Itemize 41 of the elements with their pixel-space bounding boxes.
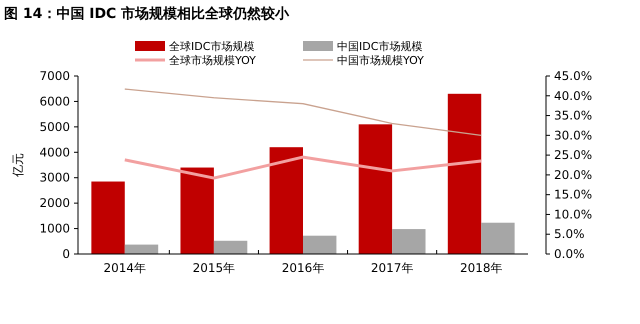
bar (392, 229, 426, 254)
bar (358, 124, 392, 254)
y-tick-label: 7000 (39, 69, 70, 83)
x-tick-label: 2017年 (370, 261, 414, 275)
y-tick-label: 1000 (39, 222, 70, 236)
x-tick-label: 2015年 (192, 261, 236, 275)
y-tick-label: 3000 (39, 170, 70, 185)
bar (180, 168, 214, 254)
y-tick-label: 5000 (39, 120, 70, 134)
x-tick-label: 2016年 (282, 261, 324, 275)
x-tick-label: 2014年 (104, 261, 146, 275)
y-tick-label: 2000 (39, 196, 70, 210)
y2-tick-label: 5.0% (554, 227, 584, 242)
y2-tick-label: 35.0% (554, 108, 592, 123)
legend-label: 全球市场规模YOY (169, 54, 256, 67)
y2-tick-label: 15.0% (554, 188, 592, 202)
chart-title: 图 14：中国 IDC 市场规模相比全球仍然较小 (4, 5, 290, 22)
bar (124, 244, 158, 254)
y-tick-label: 4000 (39, 145, 70, 160)
legend-label: 全球IDC市场规模 (169, 40, 254, 53)
bar (270, 147, 303, 254)
y2-tick-label: 10.0% (554, 207, 592, 222)
bar (214, 240, 248, 254)
y-tick-label: 6000 (39, 94, 70, 108)
y2-tick-label: 25.0% (554, 148, 592, 162)
y2-tick-label: 20.0% (554, 168, 592, 182)
y2-tick-label: 45.0% (554, 69, 592, 83)
bar (481, 222, 515, 254)
x-tick-label: 2018年 (460, 261, 502, 275)
y2-tick-label: 30.0% (554, 128, 592, 142)
y2-tick-label: 40.0% (554, 88, 592, 103)
bar (303, 236, 336, 254)
bar (91, 182, 125, 254)
line-series (123, 156, 483, 180)
legend-label: 中国市场规模YOY (337, 54, 424, 67)
legend-label: 中国IDC市场规模 (337, 40, 422, 53)
y2-tick-label: 0.0% (554, 247, 584, 261)
y-axis-title: 亿元 (11, 153, 25, 178)
y-tick-label: 0 (62, 247, 70, 261)
bar (448, 94, 482, 254)
line-series (124, 88, 482, 136)
